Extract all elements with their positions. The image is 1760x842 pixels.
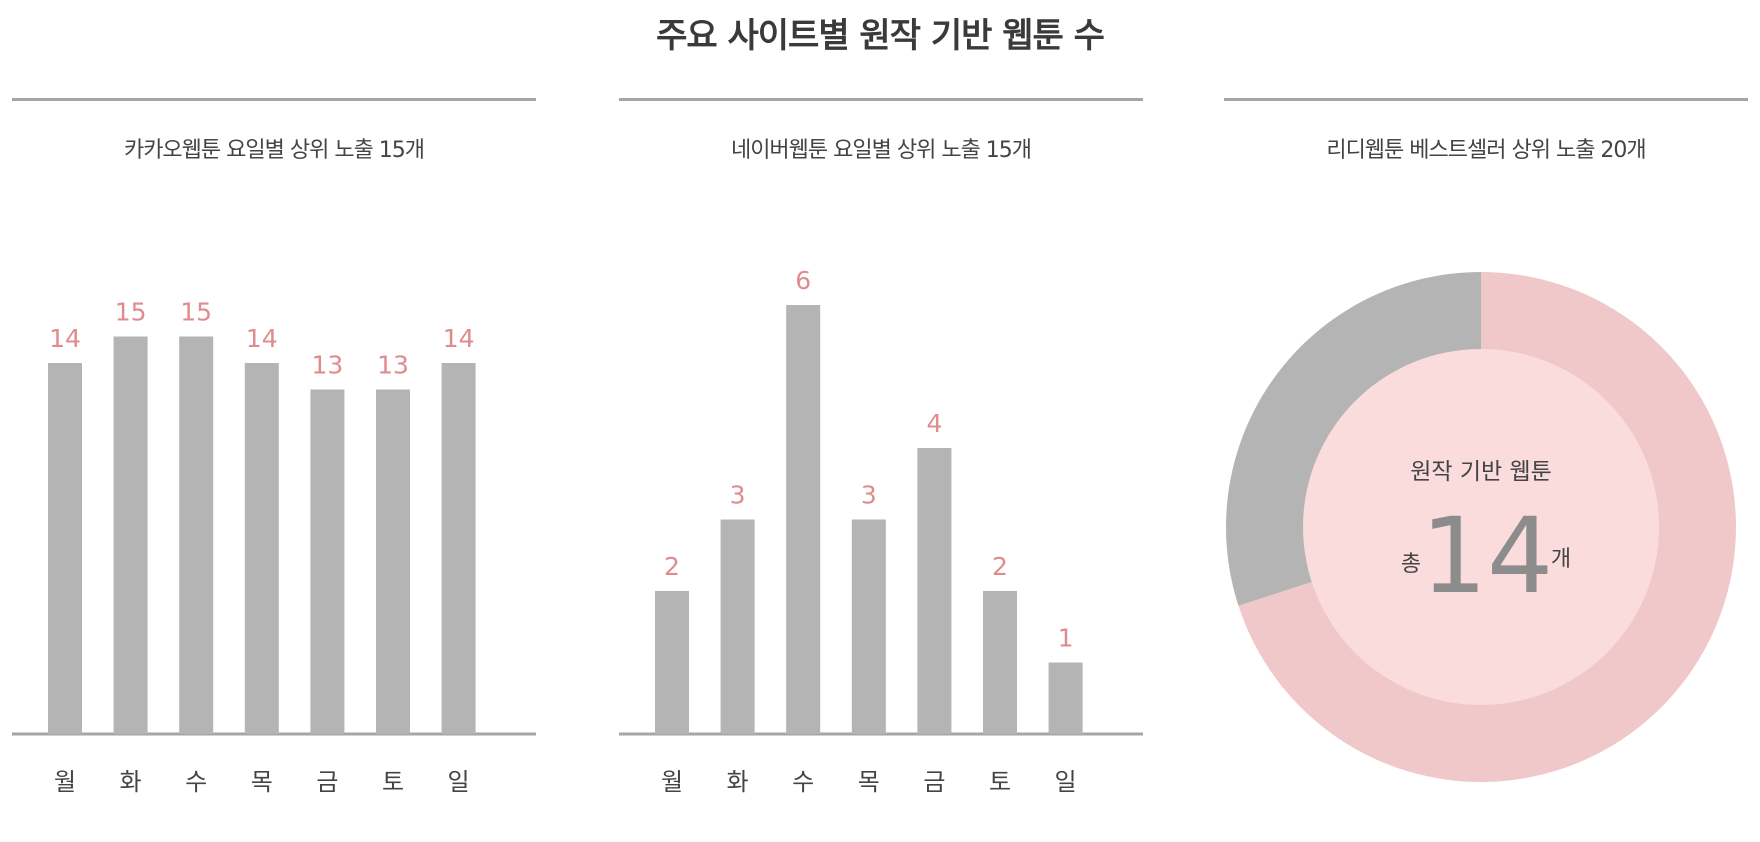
x-tick-label: 일 [448, 768, 470, 796]
naver-chart-title: 네이버웹툰 요일별 상위 노출 15개 [730, 138, 1032, 163]
bar-value-label: 3 [730, 481, 746, 510]
bar-value-label: 6 [795, 266, 811, 295]
x-tick-label: 화 [727, 768, 749, 796]
kakao-panel: 카카오웹툰 요일별 상위 노출 15개 14 월 15 화 15 수 14 목 13 금 13 토 14… [12, 98, 536, 818]
panel-divider [619, 98, 1143, 101]
x-tick-label: 토 [989, 768, 1011, 796]
x-tick-label: 목 [858, 768, 880, 796]
bar-value-label: 4 [926, 409, 942, 438]
bar [786, 305, 821, 734]
x-tick-label: 일 [1055, 768, 1077, 796]
bar-value-label: 2 [992, 552, 1008, 581]
naver-bar-chart: 2 월 3 화 6 수 3 목 4 금 2 토 1 일 [619, 266, 1143, 796]
bar [655, 591, 689, 734]
x-tick-label: 수 [185, 768, 207, 796]
panel-divider [1224, 98, 1748, 101]
bar-value-label: 3 [861, 481, 877, 510]
x-tick-label: 금 [923, 768, 945, 796]
bar [983, 591, 1017, 734]
bar-value-label: 15 [115, 298, 147, 327]
ridi-donut-chart: 원작 기반 웹툰총 14개 [1226, 272, 1736, 782]
x-tick-label: 월 [661, 768, 683, 796]
donut-total-value: 14 [1421, 495, 1553, 617]
donut-total-unit: 개 [1551, 547, 1571, 572]
bar [113, 336, 148, 734]
bar-value-label: 13 [311, 351, 343, 380]
x-tick-label: 목 [251, 768, 273, 796]
kakao-bar-chart: 14 월 15 화 15 수 14 목 13 금 13 토 14 일 [12, 298, 536, 796]
bar [720, 519, 755, 734]
ridi-chart-title: 리디웹툰 베스트셀러 상위 노출 20개 [1326, 138, 1646, 163]
donut-total-prefix: 총 [1401, 552, 1421, 577]
naver-panel: 네이버웹툰 요일별 상위 노출 15개 2 월 3 화 6 수 3 목 4 금 2 토 1 일 [619, 98, 1143, 818]
bar [1048, 662, 1083, 734]
bar-value-label: 15 [180, 298, 212, 327]
bar [244, 363, 279, 734]
x-tick-label: 수 [792, 768, 814, 796]
bar-value-label: 2 [664, 552, 680, 581]
x-tick-label: 토 [382, 768, 404, 796]
panel-divider [12, 98, 536, 101]
bar [851, 519, 886, 734]
bar [179, 336, 214, 734]
bar-value-label: 14 [246, 324, 278, 353]
bar-value-label: 14 [49, 324, 81, 353]
x-tick-label: 화 [120, 768, 142, 796]
page-title: 주요 사이트별 원작 기반 웹툰 수 [656, 16, 1105, 56]
bar [917, 448, 952, 734]
bar [376, 389, 410, 734]
donut-center [1303, 349, 1659, 705]
bar [48, 363, 82, 734]
donut-center-label: 원작 기반 웹툰 [1410, 459, 1552, 485]
x-tick-label: 월 [54, 768, 76, 796]
bar [441, 363, 476, 734]
bar [310, 389, 345, 734]
bar-value-label: 1 [1058, 624, 1074, 653]
bar-value-label: 13 [377, 351, 409, 380]
x-tick-label: 금 [316, 768, 338, 796]
bar-value-label: 14 [443, 324, 475, 353]
kakao-chart-title: 카카오웹툰 요일별 상위 노출 15개 [123, 138, 425, 163]
